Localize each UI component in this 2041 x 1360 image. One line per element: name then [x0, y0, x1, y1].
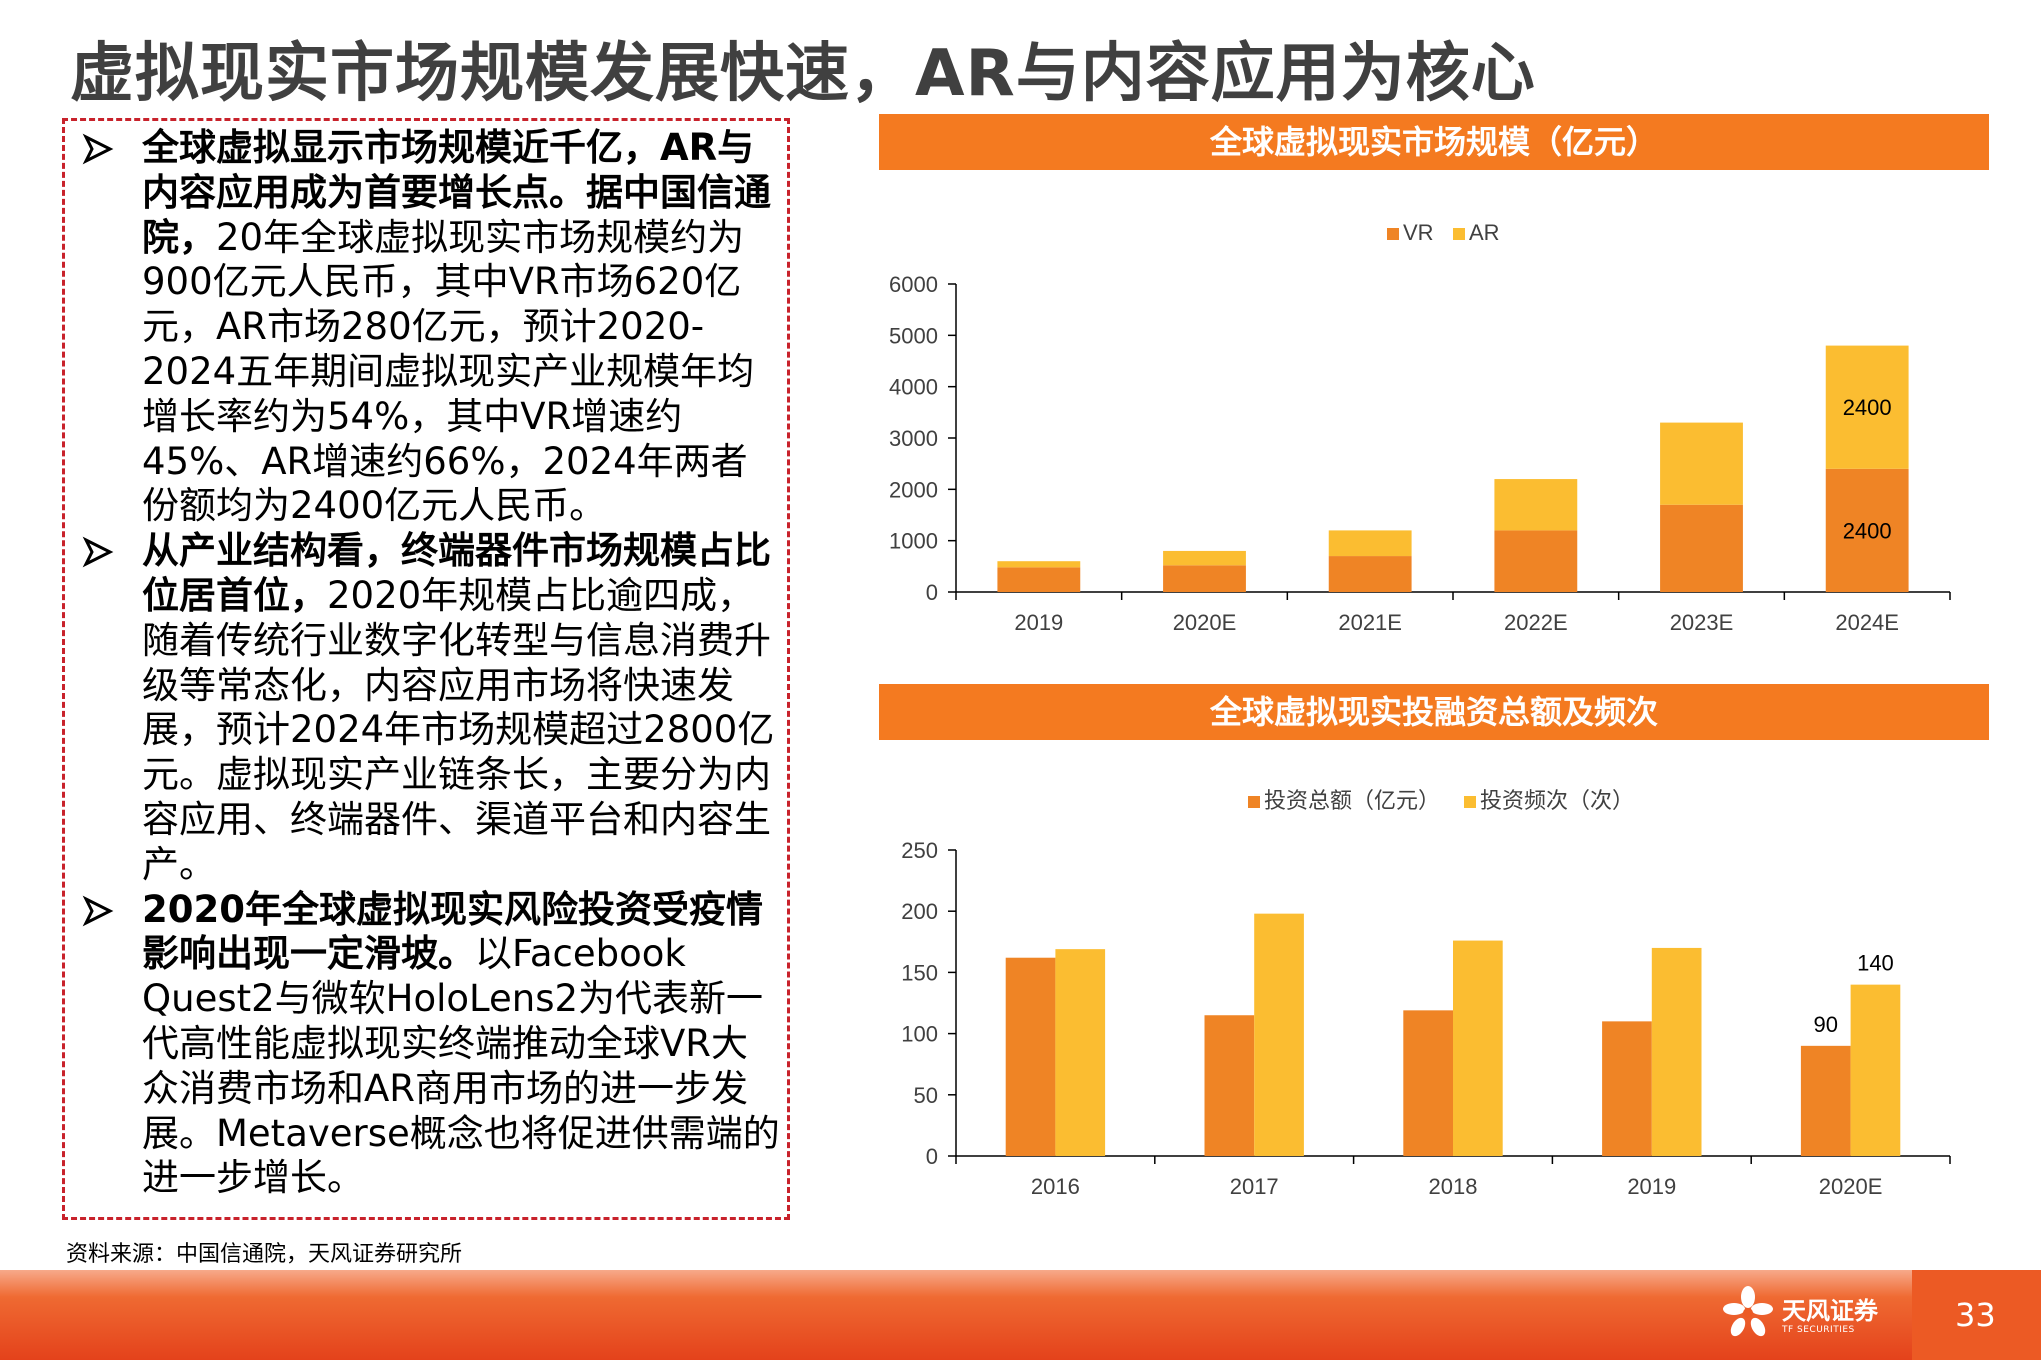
page-title: 虚拟现实市场规模发展快速，AR与内容应用为核心: [70, 37, 1536, 111]
data-label: 90: [1814, 1012, 1838, 1037]
bullet-body: 2020年规模占比逾四成，随着传统行业数字化转型与信息消费升级等常态化，内容应用…: [142, 573, 775, 886]
bar-series-0: [1403, 1010, 1453, 1156]
legend-swatch: [1453, 228, 1465, 240]
x-tick-label: 2016: [1031, 1174, 1080, 1199]
bar-vr: [1163, 565, 1246, 592]
bullet-item: 从产业结构看，终端器件市场规模占比位居首位，2020年规模占比逾四成，随着传统行…: [82, 529, 782, 887]
bar-vr: [1328, 556, 1412, 592]
x-tick-label: 2018: [1429, 1174, 1478, 1199]
bar-ar: [997, 561, 1081, 568]
logo-name: 天风证券: [1782, 1297, 1878, 1325]
x-tick-label: 2019: [1014, 610, 1063, 635]
x-tick-label: 2020E: [1173, 610, 1237, 635]
bar-vr: [1825, 468, 1909, 592]
chart-2: 0 50 100 150 200 250 2016 2017 2018 2019 2020E 90 14…: [860, 770, 2000, 1210]
legend-label: 投资总额（亿元）: [1264, 788, 1440, 813]
x-tick-label: 2020E: [1819, 1174, 1883, 1199]
logo-subtitle: TF SECURITIES: [1782, 1325, 1855, 1335]
data-label: 2400: [1843, 395, 1892, 420]
y-tick-label: 250: [901, 838, 938, 863]
y-tick-label: 5000: [889, 323, 938, 348]
company-logo: 天风证券 TF SECURITIES: [1720, 1283, 1920, 1351]
x-tick-label: 2021E: [1338, 610, 1402, 635]
bar-series-1: [1055, 949, 1106, 1156]
flower-logo-icon: [1723, 1286, 1773, 1337]
source-note: 资料来源：中国信通院，天风证券研究所: [66, 1242, 463, 1267]
bar-series-1: [1453, 940, 1503, 1156]
legend-swatch: [1387, 228, 1399, 240]
legend-swatch: [1248, 796, 1260, 808]
bar-ar: [1825, 345, 1909, 469]
footer-bar: [0, 1270, 2041, 1360]
arrow-bullet-icon: [82, 536, 114, 568]
bar-series-0: [1005, 957, 1056, 1156]
bar-vr: [1660, 504, 1743, 592]
x-tick-label: 2017: [1230, 1174, 1279, 1199]
bullet-heading: 全球虚拟显示市场规模近千亿，AR与内容应用成为首要增长点。据中国信通院，: [142, 126, 771, 259]
chart-2-title-banner: 全球虚拟现实投融资总额及频次: [879, 684, 1989, 740]
bar-series-1: [1850, 984, 1901, 1156]
y-tick-label: 4000: [889, 375, 938, 400]
footer-strip: [1912, 1270, 2041, 1360]
bar-ar: [1328, 530, 1412, 557]
y-tick-label: 2000: [889, 477, 938, 502]
y-tick-label: 3000: [889, 426, 938, 451]
bullet-item: 2020年全球虚拟现实风险投资受疫情影响出现一定滑坡。以Facebook Que…: [82, 887, 782, 1202]
x-tick-label: 2024E: [1835, 610, 1899, 635]
bar-vr: [1494, 530, 1578, 592]
y-tick-label: 0: [926, 580, 938, 605]
legend-label: 投资频次（次）: [1480, 788, 1634, 813]
y-tick-label: 1000: [889, 529, 938, 554]
x-tick-label: 2023E: [1670, 610, 1734, 635]
y-tick-label: 150: [901, 960, 938, 985]
bar-ar: [1494, 479, 1578, 531]
bullet-list: 全球虚拟显示市场规模近千亿，AR与内容应用成为首要增长点。据中国信通院，20年全…: [82, 126, 782, 1202]
text-box-border: [62, 118, 790, 1220]
legend-swatch: [1464, 796, 1476, 808]
bullet-body: 20年全球虚拟现实市场规模约为900亿元人民币，其中VR市场620亿元，AR市场…: [142, 215, 755, 528]
bullet-item: 全球虚拟显示市场规模近千亿，AR与内容应用成为首要增长点。据中国信通院，20年全…: [82, 126, 782, 529]
arrow-bullet-icon: [82, 133, 114, 165]
bar-ar: [1660, 422, 1743, 505]
bullet-body: 以Facebook Quest2与微软HoloLens2为代表新一代高性能虚拟现…: [142, 932, 780, 1200]
bullet-heading: 从产业结构看，终端器件市场规模占比位居首位，: [142, 529, 771, 617]
legend-label: VR: [1403, 220, 1434, 245]
bar-vr: [997, 567, 1081, 592]
chart-1-title-banner: 全球虚拟现实市场规模（亿元）: [879, 114, 1989, 170]
y-tick-label: 200: [901, 899, 938, 924]
bar-ar: [1163, 550, 1246, 566]
y-tick-label: 6000: [889, 272, 938, 297]
bar-series-1: [1651, 947, 1702, 1156]
bar-series-0: [1800, 1045, 1851, 1156]
data-label: 2400: [1843, 518, 1892, 543]
x-tick-label: 2022E: [1504, 610, 1568, 635]
bullet-heading: 2020年全球虚拟现实风险投资受疫情影响出现一定滑坡。: [142, 887, 763, 976]
bar-series-0: [1204, 1015, 1255, 1156]
x-tick-label: 2019: [1627, 1174, 1676, 1199]
bar-series-1: [1254, 913, 1304, 1156]
chart-1: 0 1000 2000 3000 4000 5000 6000 2019 2020E 2021E 2…: [860, 200, 2000, 650]
data-label: 140: [1857, 951, 1894, 976]
chart-1-svg: 0 1000 2000 3000 4000 5000 6000 2019 2020E 2021E 2…: [889, 220, 1951, 635]
bar-series-0: [1602, 1021, 1652, 1156]
arrow-bullet-icon: [82, 895, 114, 926]
y-tick-label: 0: [926, 1144, 938, 1169]
y-tick-label: 100: [901, 1022, 938, 1047]
legend-label: AR: [1469, 220, 1500, 245]
y-tick-label: 50: [914, 1083, 938, 1108]
chart-2-svg: 0 50 100 150 200 250 2016 2017 2018 2019 2020E 90 14…: [901, 788, 1951, 1199]
page-number: 33: [1955, 1296, 1996, 1334]
